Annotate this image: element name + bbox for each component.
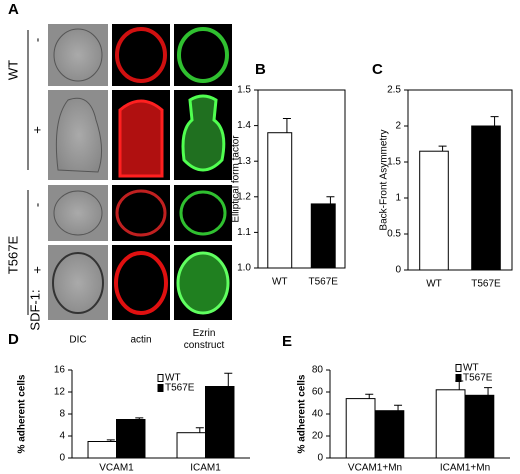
y-tick-label: 4 [59,431,65,442]
y-tick-label: 1.5 [387,157,401,168]
error-bar [394,404,403,411]
error-bar [224,372,233,387]
panel-label: A [8,1,19,18]
y-axis-label: Elliptical form factor [231,135,242,223]
y-tick-label: 20 [312,431,324,442]
panel-label: C [372,61,383,78]
row-group: T567E [5,236,20,275]
panel-label: B [255,61,266,78]
x-tick-label: WT [426,279,442,290]
error-bar [490,116,499,126]
error-bar [484,387,493,396]
row-label: + [29,266,44,274]
legend-swatch [455,374,462,382]
error-bar [438,145,447,152]
x-tick-label: WT [272,277,288,288]
y-axis-label: % adherent cells [297,374,308,453]
y-axis-label: % adherent cells [17,374,28,453]
error-bar [282,117,291,133]
y-tick-label: 1.3 [237,156,251,167]
bar [345,398,376,459]
x-tick-label: ICAM1+Mn [440,463,490,474]
row-label: + [29,126,44,134]
bar [310,203,336,269]
bar [267,132,293,269]
legend-label: T567E [463,373,493,384]
error-bar [326,196,335,204]
micrographs [27,24,232,320]
plot-frame [407,89,513,271]
y-tick-label: 12 [54,387,66,398]
y-tick-label: 16 [54,365,66,376]
y-tick-label: 0 [395,265,401,276]
x-tick-label: ICAM1 [190,463,221,474]
bar [419,150,449,271]
y-tick-label: 1.2 [237,191,251,202]
y-axis-label: Back-Front Asymmetry [379,129,390,230]
y-tick-label: 2.5 [387,85,401,96]
bar [471,125,501,271]
bar [116,419,146,459]
error-bar [195,427,204,433]
x-tick-label: T567E [471,279,501,290]
y-tick-label: 1.1 [237,227,251,238]
panel-label: D [8,331,19,348]
y-tick-label: 1 [395,193,401,204]
bar [87,441,117,459]
y-tick-label: 60 [312,387,324,398]
bar [176,432,207,459]
bar [205,386,235,459]
error-bar [135,417,144,420]
row-label: - [29,203,44,207]
legend-label: T567E [165,383,195,394]
y-tick-label: 40 [312,409,324,420]
y-tick-label: 0 [59,453,65,464]
plot-frame [257,89,346,269]
legend-swatch [455,364,462,372]
legend-swatch [157,374,164,382]
column-label: DIC [69,335,86,346]
y-tick-label: 8 [59,409,65,420]
x-tick-label: VCAM1+Mn [348,463,402,474]
y-tick-label: 2 [395,121,401,132]
bar [374,410,405,459]
error-bar [106,439,115,442]
column-label: Ezrin construct [183,328,225,351]
column-label-box: Ezrin construct [183,328,225,351]
y-tick-label: 1.0 [237,263,251,274]
legend-swatch [157,384,164,392]
y-tick-label: 1.4 [237,120,251,131]
y-tick-label: 0.5 [387,229,401,240]
x-tick-label: VCAM1 [99,463,134,474]
panel-label: E [282,333,292,350]
legend-label: WT [463,363,479,374]
y-tick-label: 80 [312,365,324,376]
legend-label: WT [165,373,181,384]
y-tick-label: 1.5 [237,85,251,96]
row-title: SDF-1: [27,289,42,330]
row-group: WT [5,60,20,80]
row-label: - [29,38,44,42]
bar [464,394,495,459]
y-tick-label: 0 [317,453,323,464]
column-label: actin [130,335,151,346]
x-tick-label: T567E [309,277,339,288]
error-bar [365,393,374,399]
bar [435,389,466,459]
